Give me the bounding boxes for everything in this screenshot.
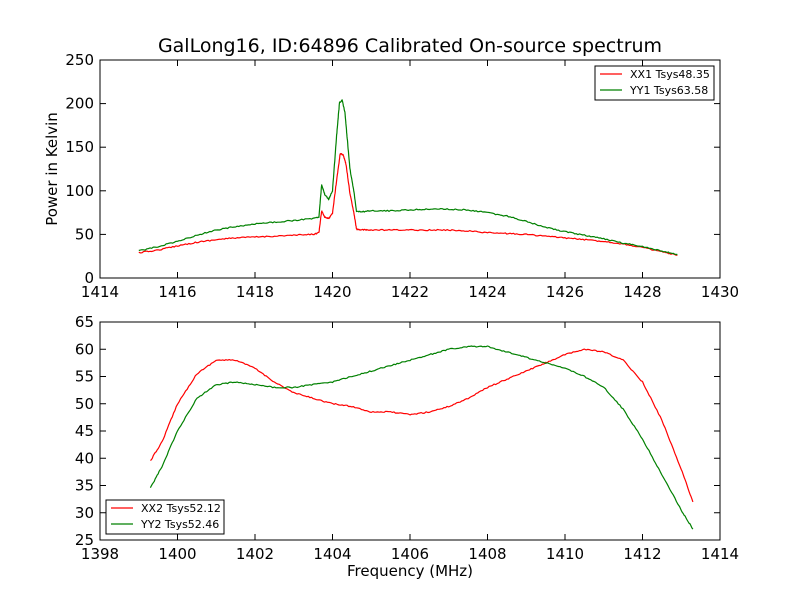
- top-ytick-label: 50: [75, 225, 94, 243]
- bottom-chart-ticks: 1398 1400 1402 1404 1406 1408 1410 1412 1414 25 30…: [75, 313, 739, 563]
- bottom-chart: 1398 1400 1402 1404 1406 1408 1410 1412 1414 25 30…: [75, 313, 739, 580]
- top-xtick-label: 1430: [701, 283, 739, 301]
- top-ytick-label: 200: [65, 95, 94, 113]
- top-series-line-2: [138, 99, 678, 256]
- bottom-xtick-label: 1400: [158, 545, 196, 563]
- top-xtick-label: 1418: [236, 283, 274, 301]
- bottom-ytick-label: 40: [75, 449, 94, 467]
- bottom-ytick-label: 45: [75, 422, 94, 440]
- bottom-xtick-label: 1398: [81, 545, 119, 563]
- bottom-ytick-label: 25: [75, 531, 94, 549]
- top-legend-label-xx1: XX1 Tsys48.35: [630, 68, 710, 81]
- top-ytick-label: 0: [84, 269, 94, 287]
- bottom-series-line-2: [149, 345, 694, 530]
- bottom-chart-legend: XX2 Tsys52.12 YY2 Tsys52.46: [105, 499, 225, 535]
- bottom-xtick-label: 1406: [391, 545, 429, 563]
- top-ytick-label: 100: [65, 182, 94, 200]
- top-chart: GalLong16, ID:64896 Calibrated On-source…: [43, 35, 739, 301]
- bottom-xtick-label: 1410: [546, 545, 584, 563]
- top-xtick-label: 1426: [546, 283, 584, 301]
- top-chart-series: [138, 99, 678, 256]
- top-xtick-label: 1416: [158, 283, 196, 301]
- bottom-xtick-label: 1414: [701, 545, 739, 563]
- top-chart-legend: XX1 Tsys48.35 YY1 Tsys63.58: [594, 65, 715, 101]
- bottom-xtick-label: 1408: [468, 545, 506, 563]
- bottom-legend-label-xx2: XX2 Tsys52.12: [141, 502, 221, 515]
- bottom-xtick-label: 1402: [236, 545, 274, 563]
- bottom-legend-label-yy2: YY2 Tsys52.46: [140, 518, 219, 531]
- bottom-ytick-label: 30: [75, 504, 94, 522]
- top-legend-label-yy1: YY1 Tsys63.58: [629, 84, 708, 97]
- bottom-xtick-label: 1412: [623, 545, 661, 563]
- top-ytick-label: 150: [65, 138, 94, 156]
- bottom-series-line-1: [150, 348, 694, 503]
- top-chart-ticks: 1414 1416 1418 1420 1422 1424 1426 1428 1430 0 50 1…: [65, 51, 739, 301]
- top-xtick-label: 1424: [468, 283, 506, 301]
- bottom-legend-box: [105, 499, 225, 535]
- bottom-ytick-label: 50: [75, 395, 94, 413]
- bottom-ytick-label: 35: [75, 477, 94, 495]
- top-xtick-label: 1428: [623, 283, 661, 301]
- top-xtick-label: 1414: [81, 283, 119, 301]
- top-chart-title: GalLong16, ID:64896 Calibrated On-source…: [158, 35, 662, 57]
- top-xtick-label: 1422: [391, 283, 429, 301]
- bottom-ytick-label: 65: [75, 313, 94, 331]
- bottom-xtick-label: 1404: [313, 545, 351, 563]
- bottom-chart-series: [149, 345, 694, 530]
- top-chart-ylabel: Power in Kelvin: [43, 112, 61, 226]
- top-xtick-label: 1420: [313, 283, 351, 301]
- top-series-line-1: [138, 153, 678, 256]
- bottom-chart-xlabel: Frequency (MHz): [347, 562, 473, 580]
- bottom-ytick-label: 60: [75, 340, 94, 358]
- top-legend-box: [594, 65, 715, 101]
- top-ytick-label: 250: [65, 51, 94, 69]
- bottom-ytick-label: 55: [75, 368, 94, 386]
